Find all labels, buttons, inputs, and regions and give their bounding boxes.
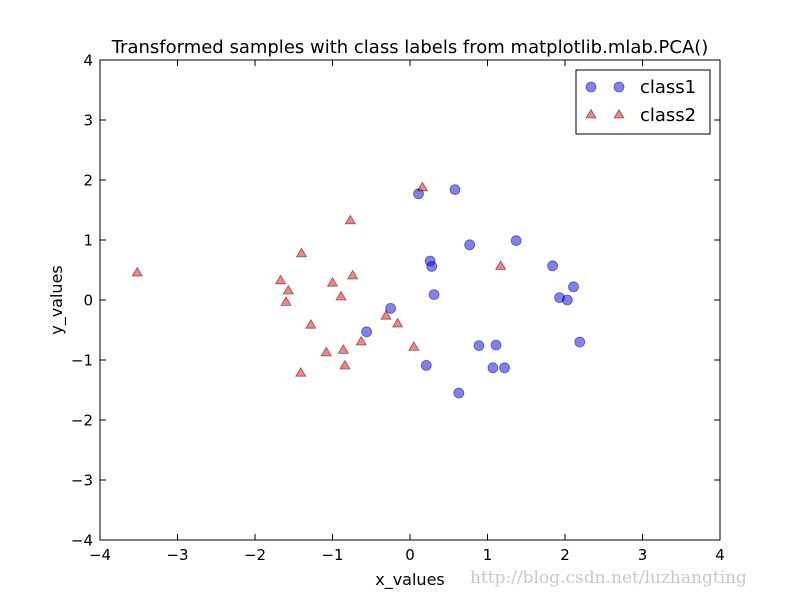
class1-point xyxy=(426,260,438,272)
class1-point xyxy=(361,326,373,338)
class2-point xyxy=(280,296,292,306)
y-tick-label: 3 xyxy=(83,112,93,130)
legend-class2-label: class2 xyxy=(640,105,696,126)
class1-point xyxy=(547,260,558,272)
class2-point xyxy=(305,318,317,329)
x-tick-label: −4 xyxy=(89,546,111,564)
legend-class2-marker xyxy=(585,108,597,119)
class1-point xyxy=(490,339,502,351)
x-axis-label: x_values xyxy=(375,570,445,590)
y-tick-label: −2 xyxy=(71,412,93,430)
class2-point xyxy=(346,269,359,280)
chart-title: Transformed samples with class labels fr… xyxy=(111,37,709,58)
x-tick-label: 4 xyxy=(715,546,725,564)
legend-class1-label: class1 xyxy=(640,77,696,98)
legend-class1-marker xyxy=(613,81,625,93)
legend-box xyxy=(575,69,711,135)
axis-ticks: −4 −3 −2 −1 0 1 2 3 4 −4 −3 −2 −1 0 1 2 3 4 xyxy=(71,52,725,565)
y-tick-label: 4 xyxy=(83,52,93,70)
x-tick-label: −2 xyxy=(244,546,266,564)
legend-class2-marker xyxy=(613,108,625,119)
class2-point xyxy=(326,276,339,287)
class2-point xyxy=(131,266,143,277)
class2-point xyxy=(295,247,308,258)
y-axis-label: y_values xyxy=(47,265,67,335)
class1-point xyxy=(473,340,485,352)
class1-point xyxy=(561,294,573,306)
x-tick-label: −3 xyxy=(166,546,188,564)
class2-point xyxy=(274,274,287,285)
class2-point xyxy=(494,260,507,270)
class2-point xyxy=(344,214,357,225)
class2-point xyxy=(337,344,350,354)
class2-point xyxy=(391,317,404,328)
x-tick-label: 3 xyxy=(638,546,648,564)
y-tick-label: −3 xyxy=(71,472,93,490)
y-tick-label: 2 xyxy=(83,172,93,190)
x-tick-label: 1 xyxy=(483,546,493,564)
class1-point xyxy=(499,362,510,374)
y-tick-label: −1 xyxy=(71,352,93,370)
class2-point xyxy=(380,309,392,320)
class2-point xyxy=(320,346,332,357)
class1-point xyxy=(385,302,397,314)
class2-point xyxy=(339,359,351,370)
legend: class1 class2 xyxy=(575,69,711,135)
class1-point xyxy=(420,359,432,371)
class2-point xyxy=(416,181,429,192)
watermark-url: http://blog.csdn.net/luzhangting xyxy=(470,568,747,588)
class2-point xyxy=(335,290,347,301)
class1-point xyxy=(510,235,522,247)
class1-point xyxy=(568,281,579,293)
class1-point xyxy=(449,184,461,196)
x-tick-label: 2 xyxy=(560,546,570,564)
data-points xyxy=(131,181,586,399)
class2-point xyxy=(408,341,420,351)
class2-point xyxy=(282,284,295,295)
x-tick-label: 0 xyxy=(405,546,415,564)
class2-point xyxy=(295,366,307,377)
class1-point xyxy=(464,239,476,251)
class1-point xyxy=(574,336,586,348)
x-tick-label: −1 xyxy=(321,546,343,564)
y-tick-label: 0 xyxy=(83,292,93,310)
class1-point xyxy=(487,362,499,374)
plot-area xyxy=(99,59,721,541)
y-tick-label: 1 xyxy=(83,232,93,250)
class1-point xyxy=(428,289,440,301)
y-tick-label: −4 xyxy=(71,532,93,550)
class2-point xyxy=(355,335,367,346)
class1-point xyxy=(453,387,465,399)
legend-class1-marker xyxy=(585,81,597,93)
